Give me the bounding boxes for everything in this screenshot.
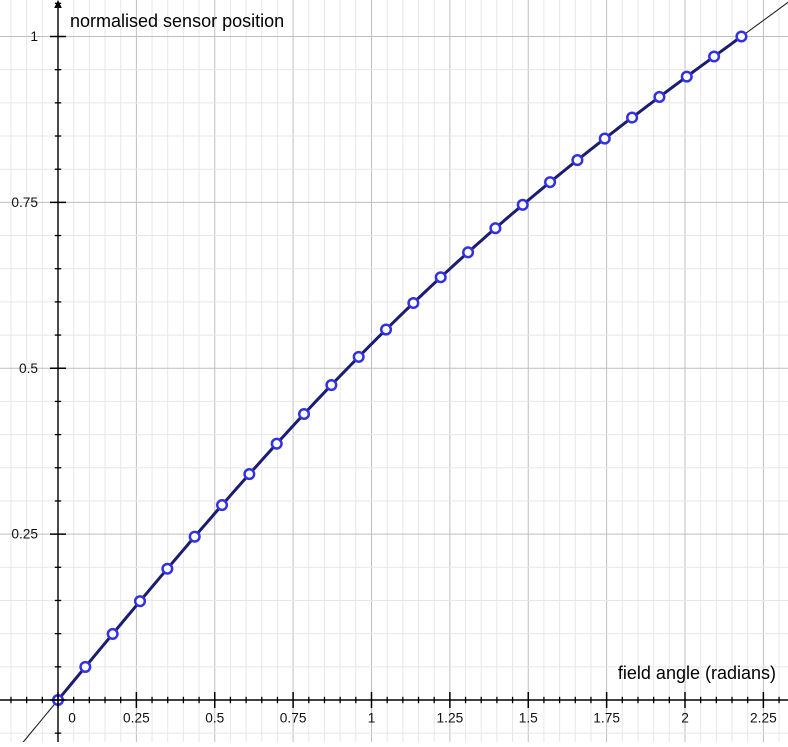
svg-text:1.75: 1.75: [593, 711, 620, 726]
svg-text:0.75: 0.75: [280, 711, 307, 726]
svg-text:2.25: 2.25: [750, 711, 777, 726]
svg-text:0.5: 0.5: [205, 711, 224, 726]
svg-text:1: 1: [30, 29, 38, 44]
svg-text:1.25: 1.25: [437, 711, 464, 726]
svg-text:0.25: 0.25: [11, 527, 38, 542]
svg-text:0.5: 0.5: [19, 361, 38, 376]
svg-text:field angle (radians): field angle (radians): [618, 663, 776, 683]
svg-text:normalised sensor position: normalised sensor position: [70, 11, 284, 31]
svg-text:1: 1: [368, 711, 376, 726]
svg-text:1.5: 1.5: [519, 711, 538, 726]
svg-text:0.25: 0.25: [123, 711, 150, 726]
svg-text:2: 2: [681, 711, 689, 726]
svg-text:0: 0: [68, 711, 76, 726]
svg-text:0.75: 0.75: [11, 195, 38, 210]
